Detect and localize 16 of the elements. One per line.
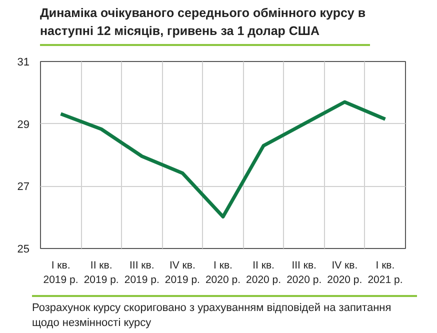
x-tick-label: III кв. 2019 р. [124, 259, 160, 286]
x-tick-label: I кв. 2019 р. [43, 259, 78, 286]
y-tick-label: 27 [17, 180, 30, 193]
y-tick-label: 31 [17, 56, 30, 68]
x-tick-label: IV кв. 2020 р. [327, 259, 362, 286]
x-tick-label: IV кв. 2019 р. [164, 259, 200, 286]
x-tick-label: I кв. 2020 р. [205, 259, 241, 286]
y-tick-label: 25 [17, 243, 30, 256]
text: Розрахунок курсу скориговано з урахуванням відповідей на запитання щодо незмінності курсу [32, 300, 392, 332]
x-tick-label: II кв. 2019 р. [84, 259, 119, 286]
x-tick-label: III кв. 2020 р. [286, 259, 322, 286]
line-series [59, 100, 387, 218]
x-tick-label: I кв. 2021 р. [368, 259, 403, 286]
chart-title: Динаміка очікуваного середнього обмінного курсу в наступні 12 місяців, гривень за 1 долар США [40, 5, 367, 40]
y-tick-label: 29 [17, 118, 30, 131]
x-tick-label: II кв. 2020 р. [246, 259, 282, 286]
